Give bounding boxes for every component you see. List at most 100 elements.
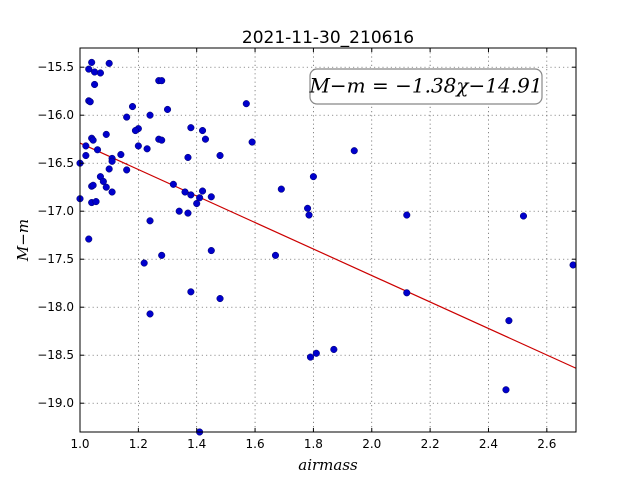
y-tick-label: −16.5 — [37, 156, 74, 170]
data-point — [350, 147, 358, 155]
data-point — [201, 135, 210, 143]
data-point — [128, 103, 137, 111]
data-point — [193, 199, 201, 208]
data-point — [105, 59, 113, 67]
grid-lines — [79, 48, 576, 432]
data-point — [146, 217, 154, 225]
x-tick-label: 1.6 — [246, 437, 265, 451]
x-tick-label: 2.4 — [479, 437, 498, 451]
data-point — [305, 211, 313, 219]
data-point — [198, 127, 207, 135]
y-tick-label: −16.0 — [37, 108, 74, 122]
data-point — [403, 289, 411, 297]
x-tick-label: 1.8 — [304, 437, 323, 451]
equation-text: M−m = −1.38χ−14.91 — [308, 74, 542, 98]
data-point — [140, 259, 148, 267]
data-point — [502, 386, 510, 394]
data-point — [187, 191, 195, 199]
data-point — [123, 113, 131, 121]
data-point — [403, 211, 411, 219]
x-tick-label: 2.0 — [362, 437, 381, 451]
x-tick-label: 2.2 — [421, 437, 440, 451]
data-point — [158, 136, 166, 144]
data-point — [271, 251, 280, 259]
data-point — [99, 177, 107, 185]
data-point — [85, 235, 93, 243]
data-point — [309, 173, 317, 181]
data-point — [216, 151, 224, 160]
data-point — [82, 151, 90, 160]
data-point — [175, 207, 183, 215]
data-point — [146, 310, 154, 318]
data-point — [134, 142, 142, 150]
data-point — [216, 295, 224, 303]
data-point — [89, 181, 97, 189]
axis-ticks: 1.0 1.2 1.4 1.6 1.8 2.0 2.2 2.4 2.6 −15.5 −16.0 −16… — [37, 48, 576, 451]
data-point — [505, 317, 513, 325]
data-point — [146, 111, 154, 119]
data-point — [198, 187, 207, 195]
data-point — [91, 68, 99, 76]
data-point — [569, 261, 577, 269]
data-point — [330, 345, 338, 353]
data-point — [85, 65, 93, 73]
data-point — [304, 204, 312, 212]
data-point — [187, 124, 195, 132]
data-point — [123, 166, 131, 174]
data-point — [102, 130, 110, 138]
data-point — [181, 188, 189, 196]
fit-line — [79, 142, 577, 369]
y-tick-label: −18.0 — [37, 300, 74, 314]
data-point — [187, 288, 195, 296]
x-tick-label: 1.0 — [70, 437, 89, 451]
regression-line — [79, 142, 577, 369]
data-point — [143, 145, 151, 153]
data-point — [92, 198, 100, 206]
y-tick-label: −19.0 — [37, 396, 74, 410]
data-point — [163, 105, 172, 113]
x-axis-label: airmass — [298, 456, 358, 474]
plot-frame — [79, 47, 577, 433]
data-point — [184, 153, 192, 161]
equation-box — [309, 68, 543, 105]
data-point — [277, 185, 285, 193]
data-point — [88, 58, 96, 66]
data-point — [207, 247, 215, 255]
chart-title: 2021-11-30_210616 — [242, 28, 414, 48]
data-point — [519, 212, 528, 220]
data-point — [96, 69, 104, 77]
data-points — [76, 58, 577, 436]
x-tick-label: 1.2 — [129, 437, 148, 451]
y-tick-label: −17.0 — [37, 204, 74, 218]
data-point — [108, 157, 116, 165]
data-point — [82, 142, 90, 150]
data-point — [89, 136, 97, 144]
data-point — [108, 188, 116, 196]
y-axis-label: M−m — [14, 219, 32, 262]
x-tick-label: 2.6 — [537, 437, 556, 451]
data-point — [158, 251, 166, 259]
y-tick-label: −18.5 — [37, 348, 74, 362]
data-point — [169, 180, 177, 188]
data-point — [196, 194, 204, 202]
data-point — [306, 353, 315, 361]
y-tick-label: −17.5 — [37, 252, 74, 266]
data-point — [184, 209, 192, 217]
data-point — [86, 98, 94, 106]
data-point — [312, 349, 320, 357]
data-point — [102, 183, 110, 191]
equation-annotation: M−m = −1.38χ−14.91 — [308, 68, 543, 105]
data-point — [207, 193, 215, 201]
data-point — [158, 77, 166, 85]
data-point — [131, 127, 139, 135]
data-point — [117, 151, 125, 159]
data-point — [242, 100, 250, 108]
data-point — [93, 146, 102, 154]
data-point — [91, 80, 99, 89]
y-tick-label: −15.5 — [37, 60, 74, 74]
data-point — [248, 138, 256, 146]
data-point — [105, 165, 113, 173]
plot-area — [80, 48, 576, 432]
x-tick-label: 1.4 — [187, 437, 206, 451]
